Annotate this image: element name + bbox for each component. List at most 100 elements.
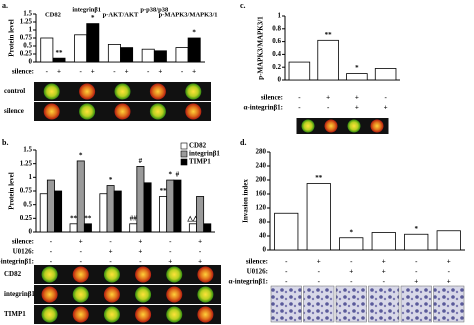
bar xyxy=(203,223,212,233)
bar xyxy=(86,23,100,63)
y-tick-label: 240 xyxy=(256,162,267,170)
blot-dot xyxy=(79,83,96,100)
condition-sign: + xyxy=(91,68,95,76)
bar xyxy=(317,39,339,81)
y-tick-label: 1.5 xyxy=(23,10,32,18)
y-axis-label: Protein level xyxy=(8,19,16,56)
condition-sign: + xyxy=(355,94,359,102)
condition-sign: + xyxy=(447,278,451,286)
bar xyxy=(196,196,205,233)
condition-sign: - xyxy=(147,68,150,76)
blot-dot xyxy=(197,286,214,303)
bar xyxy=(175,47,189,63)
blot-strip xyxy=(34,285,221,304)
y-tick-label: 0.75 xyxy=(20,187,33,195)
condition-name: silence: xyxy=(261,94,283,102)
bar xyxy=(166,179,175,233)
y-tick-label: 0.5 xyxy=(23,200,32,208)
blot-dot xyxy=(301,119,315,133)
condition-sign: - xyxy=(327,104,330,112)
bar xyxy=(74,34,88,63)
condition-sign: + xyxy=(349,268,353,276)
bar xyxy=(173,179,182,233)
condition-sign: - xyxy=(79,68,82,76)
blot-row-label: control xyxy=(4,87,25,95)
bar xyxy=(83,223,92,233)
y-tick-label: 0.4 xyxy=(272,50,281,58)
blot-dot xyxy=(370,119,384,133)
blot-row-label: silence xyxy=(4,107,24,115)
condition-sign: - xyxy=(350,278,353,286)
panel-label: c. xyxy=(240,1,246,10)
y-tick-label: 1.5 xyxy=(23,146,32,154)
condition-sign: + xyxy=(355,104,359,112)
significance-mark: * xyxy=(169,171,173,179)
blot-dot xyxy=(114,83,131,100)
category-label: integrinβ1 xyxy=(72,6,101,13)
bar xyxy=(274,212,299,251)
condition-name: U0126: xyxy=(247,268,268,276)
y-tick-label: 0.75 xyxy=(20,34,33,42)
condition-sign: - xyxy=(139,258,142,266)
bar xyxy=(436,230,461,251)
condition-sign: - xyxy=(285,258,288,266)
bar xyxy=(129,223,138,233)
condition-sign: + xyxy=(198,258,202,266)
significance-mark: * xyxy=(109,176,113,184)
condition-sign: + xyxy=(382,258,386,266)
panel-label: a. xyxy=(2,1,8,10)
bar xyxy=(159,196,168,233)
condition-sign: + xyxy=(125,68,129,76)
y-tick-label: 0 xyxy=(29,58,33,66)
blot-dot xyxy=(103,286,120,303)
y-axis-label: p-MAPK3/MAPK3/1 xyxy=(257,16,265,80)
micrograph xyxy=(303,285,335,323)
condition-name: silence: xyxy=(12,238,34,246)
condition-sign: - xyxy=(415,268,418,276)
condition-sign: + xyxy=(168,258,172,266)
blot-dot xyxy=(324,119,338,133)
significance-mark: ** xyxy=(84,214,92,222)
condition-sign: + xyxy=(447,258,451,266)
blot-dot xyxy=(149,83,166,100)
blot-dot xyxy=(135,286,152,303)
y-tick-label: 1.25 xyxy=(20,159,33,167)
condition-sign: - xyxy=(109,258,112,266)
condition-sign: - xyxy=(318,268,321,276)
condition-name: U0126: xyxy=(13,248,34,256)
y-tick-label: 1 xyxy=(278,12,282,20)
blot-dot xyxy=(114,103,131,120)
condition-sign: + xyxy=(414,278,418,286)
bar xyxy=(54,190,63,233)
condition-name: α-integrinβ1: xyxy=(0,258,34,266)
blot-strip xyxy=(296,118,389,134)
legend-swatch xyxy=(180,142,188,150)
category-label: CD82 xyxy=(45,11,61,18)
condition-name: silence: xyxy=(246,258,268,266)
significance-mark: * xyxy=(91,14,95,22)
y-tick-label: 120 xyxy=(256,204,267,212)
bar xyxy=(46,179,55,233)
condition-sign: + xyxy=(138,248,142,256)
y-tick-label: 0.8 xyxy=(272,24,281,32)
y-tick-label: 1.25 xyxy=(20,18,33,26)
condition-sign: + xyxy=(198,238,202,246)
bar xyxy=(306,183,331,251)
blot-dot xyxy=(72,306,89,323)
y-tick-label: 1 xyxy=(29,173,33,181)
category-label: p-AKT/AKT xyxy=(103,11,139,18)
blot-dot xyxy=(185,103,202,120)
condition-sign: - xyxy=(384,94,387,102)
condition-sign: + xyxy=(192,68,196,76)
condition-sign: + xyxy=(317,258,321,266)
condition-sign: + xyxy=(158,68,162,76)
micrograph xyxy=(400,285,432,323)
blot-dot xyxy=(79,103,96,120)
condition-sign: - xyxy=(80,258,83,266)
panel-label: d. xyxy=(240,138,246,147)
blot-dot xyxy=(347,119,361,133)
bar xyxy=(141,48,155,63)
y-tick-label: 160 xyxy=(256,190,267,198)
bar xyxy=(39,193,48,233)
panel-label: b. xyxy=(2,138,8,147)
